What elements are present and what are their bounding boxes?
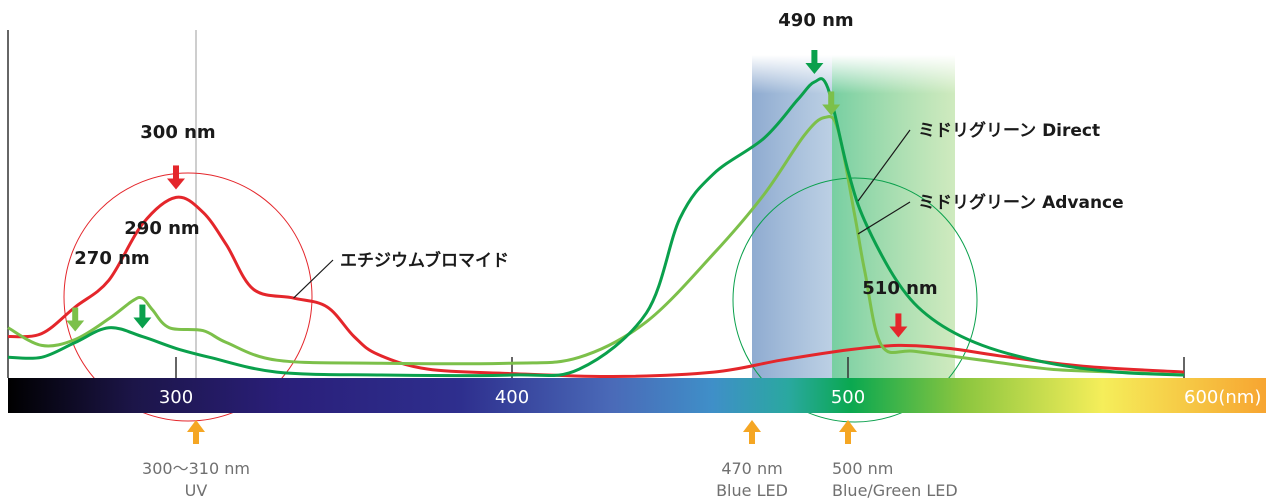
excitation-band	[752, 55, 955, 378]
callout-leader-0	[857, 129, 911, 202]
light-source-wavelength-2: 500 nm	[832, 459, 893, 478]
peak-arrow-3	[805, 50, 824, 74]
series-line-1	[7, 115, 1185, 377]
peak-label-1: 290 nm	[124, 218, 199, 239]
peak-label-0: 300 nm	[140, 122, 215, 143]
x-tick-label-600: 600(nm)	[1184, 387, 1261, 408]
spectrum-bar	[8, 378, 1266, 413]
curve-label-0: ミドリグリーン Direct	[918, 120, 1100, 141]
light-source-name-2: Blue/Green LED	[832, 481, 958, 500]
curve-label-1: ミドリグリーン Advance	[918, 192, 1124, 213]
curve-label-2: エチジウムブロマイド	[340, 250, 509, 271]
light-source-name-0: UV	[185, 481, 208, 500]
peak-arrow-5	[889, 313, 908, 338]
callout-leader-2	[293, 259, 334, 299]
peak-annotations: 300 nm 290 nm 270 nm 490 nm 510 nm	[66, 10, 938, 338]
peak-arrow-0	[167, 165, 185, 190]
peak-arrow-1	[133, 304, 152, 329]
curve-labels: ミドリグリーン Direct ミドリグリーン Advance エチジウムブロマイド	[293, 120, 1124, 299]
blue-green-region-circle	[732, 177, 978, 423]
peak-arrow-2	[66, 307, 85, 332]
series-line-2	[7, 77, 1185, 378]
peak-arrow-4	[822, 91, 841, 116]
light-source-arrow-1	[743, 420, 761, 444]
light-source-name-1: Blue LED	[716, 481, 788, 500]
series-line-0	[7, 195, 1185, 379]
peak-label-5: 510 nm	[862, 278, 937, 299]
light-sources: 300〜310 nm UV 470 nm Blue LED 500 nm Blue/Gre…	[142, 420, 958, 500]
x-tick-label-500: 500	[831, 387, 865, 408]
x-tick-label-300: 300	[159, 387, 193, 408]
light-source-arrow-0	[187, 420, 205, 444]
x-tick-label-400: 400	[495, 387, 529, 408]
light-source-wavelength-0: 300〜310 nm	[142, 459, 250, 478]
uv-region-circle	[63, 172, 313, 422]
peak-label-2: 270 nm	[74, 248, 149, 269]
callout-leader-1	[857, 201, 911, 235]
series-lines	[7, 77, 1185, 379]
x-tick-labels: 300 400 500 600(nm)	[159, 387, 1262, 408]
peak-label-3: 490 nm	[778, 10, 853, 31]
light-source-wavelength-1: 470 nm	[721, 459, 782, 478]
light-source-arrow-2	[839, 420, 857, 444]
